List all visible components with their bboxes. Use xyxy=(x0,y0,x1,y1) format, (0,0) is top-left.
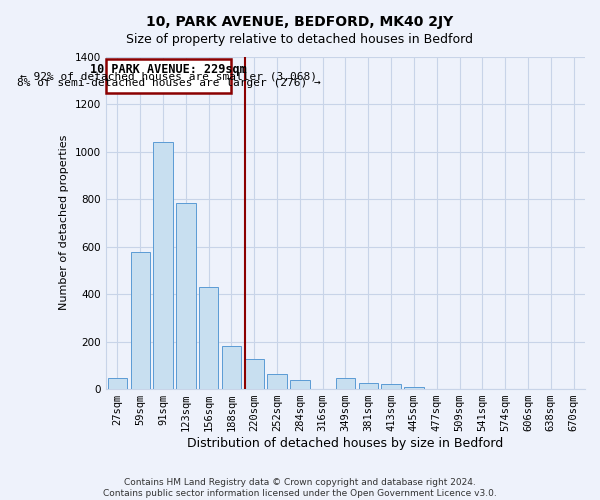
Y-axis label: Number of detached properties: Number of detached properties xyxy=(59,135,70,310)
Text: Contains HM Land Registry data © Crown copyright and database right 2024.
Contai: Contains HM Land Registry data © Crown c… xyxy=(103,478,497,498)
X-axis label: Distribution of detached houses by size in Bedford: Distribution of detached houses by size … xyxy=(187,437,503,450)
Bar xyxy=(404,386,424,389)
Bar xyxy=(176,202,196,389)
Bar xyxy=(290,380,310,389)
Bar xyxy=(359,383,378,389)
Bar xyxy=(199,287,218,389)
Bar xyxy=(222,346,241,389)
Bar xyxy=(268,374,287,389)
Bar xyxy=(154,142,173,389)
Text: 10, PARK AVENUE, BEDFORD, MK40 2JY: 10, PARK AVENUE, BEDFORD, MK40 2JY xyxy=(146,15,454,29)
Bar xyxy=(336,378,355,389)
Text: 10 PARK AVENUE: 229sqm: 10 PARK AVENUE: 229sqm xyxy=(91,63,247,76)
Bar xyxy=(131,252,150,389)
Text: Size of property relative to detached houses in Bedford: Size of property relative to detached ho… xyxy=(127,32,473,46)
Text: ← 92% of detached houses are smaller (3,068): ← 92% of detached houses are smaller (3,… xyxy=(20,71,317,81)
Bar xyxy=(107,378,127,389)
Bar xyxy=(245,360,264,389)
FancyBboxPatch shape xyxy=(106,59,232,94)
Text: 8% of semi-detached houses are larger (276) →: 8% of semi-detached houses are larger (2… xyxy=(17,78,320,88)
Bar xyxy=(382,384,401,389)
